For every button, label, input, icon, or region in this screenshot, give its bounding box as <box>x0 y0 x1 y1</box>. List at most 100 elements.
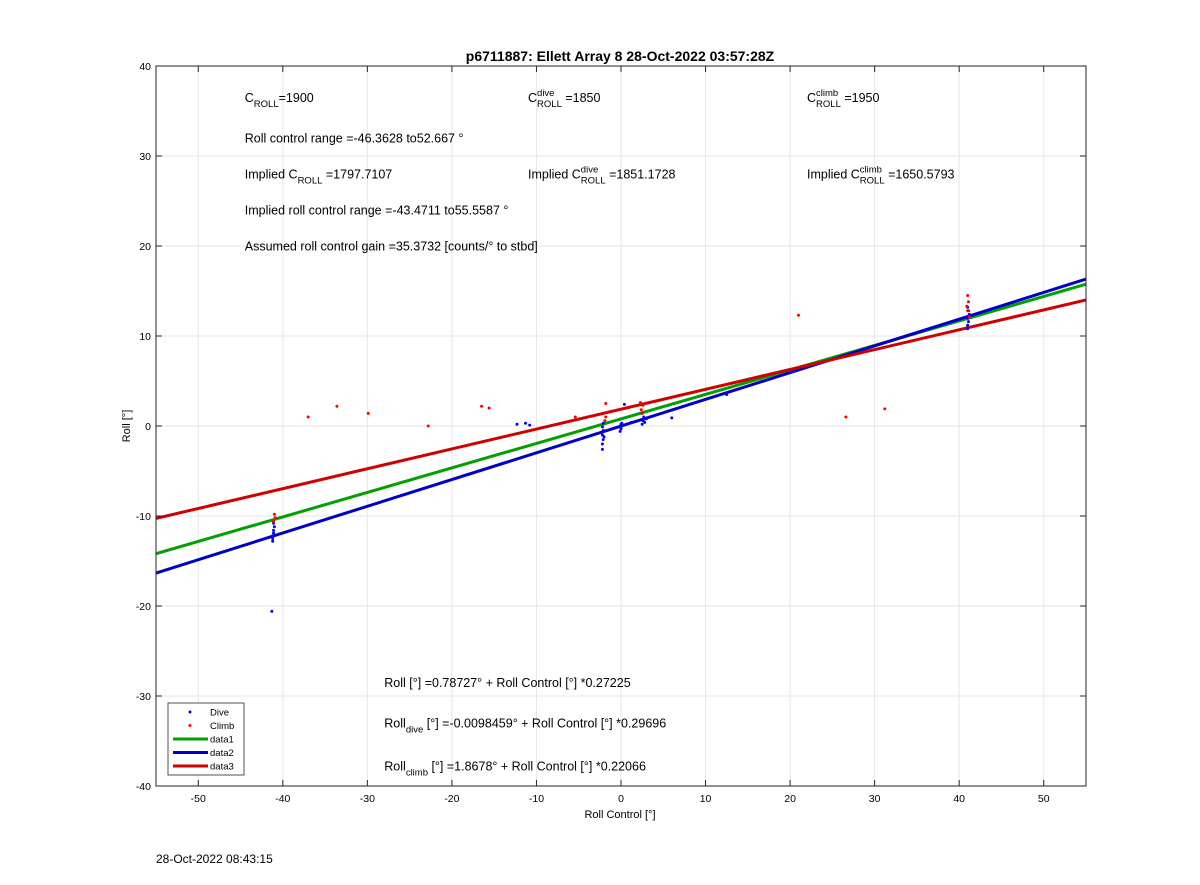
footer-timestamp: 28-Oct-2022 08:43:15 <box>156 852 273 866</box>
annotation-8: Implied roll control range =-43.4711 to5… <box>245 204 509 218</box>
x-tick-label: -40 <box>275 793 290 805</box>
climb-point <box>366 411 370 415</box>
annotation-7: Implied Cclimb ROLL =1650.5793 <box>807 165 955 187</box>
x-tick-label: 0 <box>618 793 624 805</box>
climb-point <box>272 512 276 516</box>
x-axis-label: Roll Control [°] <box>584 809 655 821</box>
annotation-10: Roll [°] =0.78727° + Roll Control [°] *0… <box>384 676 630 690</box>
x-tick-label: 20 <box>784 793 796 805</box>
dive-point <box>601 429 605 432</box>
climb-point <box>604 415 608 419</box>
y-tick-label: -30 <box>136 691 151 703</box>
dive-point <box>619 422 623 426</box>
climb-point <box>573 415 577 419</box>
dive-point <box>515 422 519 426</box>
dive-point <box>602 435 606 439</box>
climb-point <box>273 516 277 520</box>
climb-point <box>426 424 430 428</box>
x-tick-label: 10 <box>700 793 712 805</box>
climb-point <box>797 313 801 317</box>
climb-point <box>604 402 608 405</box>
climb-point <box>641 403 645 407</box>
climb-point <box>480 404 483 408</box>
fit-line-data3 <box>156 298 1086 520</box>
climb-point <box>844 415 848 419</box>
y-tick-label: 20 <box>139 241 151 253</box>
dive-point <box>271 537 275 540</box>
climb-point <box>487 406 491 410</box>
annotation-4: Roll control range =-46.3628 to52.667 ° <box>245 132 464 146</box>
climb-point <box>605 411 609 414</box>
x-tick-label: -20 <box>444 793 459 805</box>
dive-point <box>619 425 623 429</box>
y-tick-label: 0 <box>145 421 151 433</box>
legend: Dive Climb data1 data2 data3 <box>167 702 245 776</box>
climb-point <box>272 519 276 523</box>
climb-point <box>335 404 339 408</box>
climb-point <box>603 419 607 423</box>
y-tick-label: -20 <box>136 601 151 613</box>
x-tick-label: -30 <box>360 793 375 805</box>
climb-point <box>638 401 642 405</box>
climb-point <box>306 415 310 419</box>
climb-point <box>966 300 970 304</box>
climb-point <box>883 407 887 411</box>
legend-label-climb: Climb <box>210 721 234 732</box>
legend-label-data1: data1 <box>210 735 234 746</box>
x-tick-label: 40 <box>953 793 965 805</box>
dive-point <box>600 442 604 446</box>
dive-point <box>642 415 646 419</box>
dive-point <box>967 312 971 316</box>
dive-point <box>618 429 622 433</box>
y-tick-label: 40 <box>139 61 151 73</box>
climb-point <box>966 309 970 313</box>
dive-point <box>670 416 674 420</box>
climb-point <box>965 304 969 308</box>
annotation-3: Cclimb ROLL =1950 <box>807 88 879 110</box>
annotation-5: Implied CROLL =1797.7107 <box>245 168 393 187</box>
dive-point <box>725 393 729 396</box>
climb-point <box>966 294 970 297</box>
dive-point <box>600 425 604 429</box>
annotation-1: CROLL=1900 <box>245 91 314 110</box>
x-tick-label: -50 <box>191 793 206 805</box>
dive-point <box>272 525 276 529</box>
x-tick-label: 30 <box>869 793 881 805</box>
annotations: CROLL=1900 Cdive ROLL =1850 Cclimb ROLL =195… <box>245 88 955 779</box>
dive-point <box>640 422 644 426</box>
dive-point <box>272 531 276 535</box>
dive-point <box>271 539 275 543</box>
dive-point <box>271 534 275 538</box>
dive-point <box>523 421 527 425</box>
legend-marker-dive <box>188 710 192 714</box>
plot-marks <box>156 277 1086 613</box>
climb-point <box>639 408 643 412</box>
climb-point <box>967 315 971 319</box>
dive-point <box>622 402 626 406</box>
dive-point <box>272 528 276 532</box>
chart-title: p6711887: Ellett Array 8 28-Oct-2022 03:… <box>466 48 775 64</box>
dive-point <box>270 609 274 613</box>
annotation-2: Cdive ROLL =1850 <box>528 88 600 110</box>
dive-point <box>966 323 970 327</box>
y-tick-label: -40 <box>136 781 151 793</box>
y-tick-label: 30 <box>139 151 151 163</box>
annotation-12: Rollclimb [°] =1.8678° + Roll Control [°… <box>384 760 646 779</box>
y-tick-label: -10 <box>136 511 151 523</box>
dive-point <box>629 420 633 424</box>
x-tick-label: 50 <box>1038 793 1050 805</box>
dive-point <box>528 423 532 427</box>
annotation-9: Assumed roll control gain =35.3732 [coun… <box>245 240 538 254</box>
dive-point <box>601 438 605 441</box>
annotation-11: Rolldive [°] =-0.0098459° + Roll Control… <box>384 717 666 736</box>
dive-point <box>600 447 604 451</box>
annotation-6: Implied Cdive ROLL =1851.1728 <box>528 165 676 187</box>
y-tick-label: 10 <box>139 331 151 343</box>
dive-point <box>966 320 970 324</box>
x-tick-label: -10 <box>529 793 544 805</box>
climb-point <box>640 411 644 415</box>
dive-point <box>601 421 605 425</box>
legend-label-data3: data3 <box>210 762 234 773</box>
legend-marker-climb <box>188 724 192 727</box>
